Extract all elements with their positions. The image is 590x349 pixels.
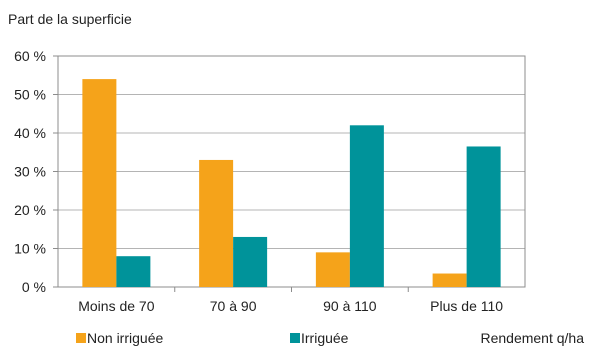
y-axis-label: Part de la superficie [8, 11, 132, 27]
y-tick-label: 20 % [14, 202, 46, 218]
x-tick-label: Moins de 70 [78, 298, 154, 314]
y-tick-labels: 0 % 10 % 20 % 30 % 40 % 50 % 60 % [14, 48, 58, 295]
bar-non-irriguée [432, 273, 467, 287]
x-tick-label: 70 à 90 [210, 298, 257, 314]
bar-irriguée [233, 236, 268, 287]
x-tick-label: 90 à 110 [323, 298, 377, 314]
y-tick-label: 60 % [14, 48, 46, 64]
legend-label: Non irriguée [87, 330, 163, 346]
x-tick-label: Plus de 110 [430, 298, 503, 314]
y-tick-label: 30 % [14, 164, 46, 180]
legend-swatch [290, 333, 300, 343]
bar-non-irriguée [315, 252, 350, 287]
legend-label: Irriguée [301, 330, 349, 346]
y-tick-label: 10 % [14, 241, 46, 257]
bar-non-irriguée [82, 79, 117, 287]
x-axis-label: Rendement q/ha [480, 330, 584, 346]
gridlines [58, 94, 525, 249]
legend: Non irriguée Irriguée [76, 330, 349, 346]
bars [82, 79, 501, 287]
y-tick-label: 40 % [14, 125, 46, 141]
x-tick-labels: Moins de 70 70 à 90 90 à 110 Plus de 110 [78, 287, 503, 314]
bar-irriguée [116, 256, 151, 287]
bar-irriguée [466, 146, 501, 287]
y-tick-label: 50 % [14, 87, 46, 103]
y-tick-label: 0 % [22, 279, 46, 295]
bar-non-irriguée [199, 159, 234, 287]
legend-swatch [76, 333, 86, 343]
bar-irriguée [349, 125, 384, 287]
